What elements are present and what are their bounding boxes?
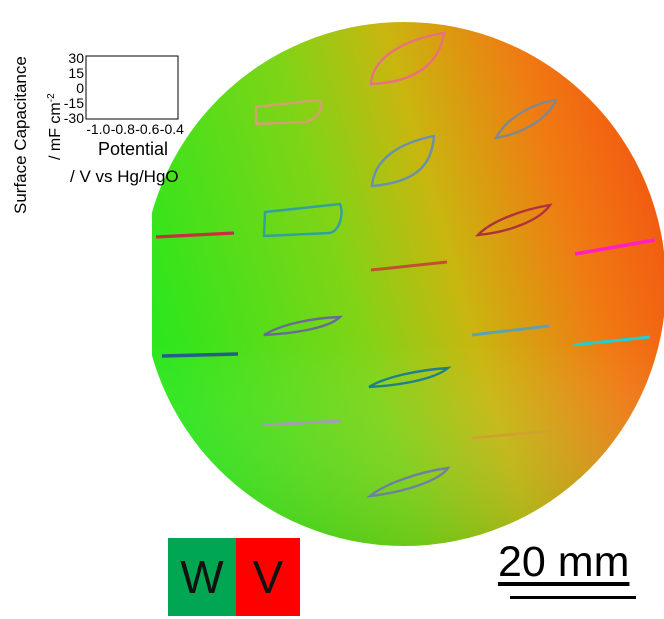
- inset-xtick-label: -1.0: [86, 121, 110, 137]
- inset-xtick-label: -0.6: [135, 121, 159, 137]
- legend-v-swatch: V: [236, 538, 300, 616]
- legend-w-label: W: [180, 550, 223, 604]
- inset-xlabel-unit: / V vs Hg/HgO: [70, 167, 179, 186]
- inset-ytick-label: 15: [68, 65, 84, 81]
- inset-ytick-label: -15: [64, 95, 84, 111]
- inset-x-ticks: -1.0 -0.8 -0.6 -0.4: [86, 121, 184, 137]
- inset-xtick-label: -0.8: [111, 121, 135, 137]
- inset-ytick-label: 30: [68, 50, 84, 66]
- legend-w-swatch: W: [168, 538, 236, 616]
- inset-ylabel-unit: / mF cm-2: [46, 93, 64, 160]
- inset-ytick-label: 0: [76, 80, 84, 96]
- scale-bar: [510, 596, 636, 599]
- legend-v-label: V: [253, 550, 284, 604]
- inset-ytick-label: -30: [64, 110, 84, 126]
- inset-xlabel: Potential: [98, 139, 168, 159]
- inset-xtick-label: -0.4: [160, 121, 184, 137]
- cv-curve-11: [162, 354, 238, 356]
- inset-plot-frame: [86, 56, 178, 119]
- scale-label: 20 mm: [498, 538, 664, 587]
- inset-ylabel: Surface Capacitance: [11, 56, 30, 214]
